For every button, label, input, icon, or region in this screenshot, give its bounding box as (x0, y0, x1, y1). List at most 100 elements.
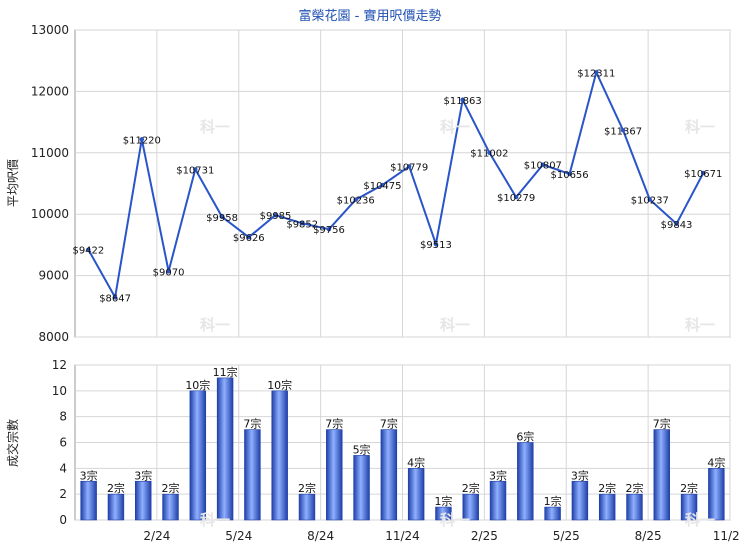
price-point (139, 137, 145, 142)
volume-x-tick-label: 11/24 (385, 529, 420, 543)
volume-bar (517, 442, 534, 521)
price-point (647, 197, 652, 202)
price-data-label: $9958 (206, 213, 238, 224)
price-point (460, 97, 465, 103)
volume-bar (135, 480, 152, 521)
volume-bar (107, 493, 125, 521)
price-data-label: $10779 (390, 162, 428, 173)
volume-bar (80, 480, 97, 521)
volume-data-label: 1宗 (434, 494, 452, 508)
volume-bar (435, 506, 452, 521)
volume-data-label: 7宗 (325, 417, 343, 431)
volume-y-tick-label: 12 (52, 358, 67, 372)
volume-x-tick-label: 5/24 (225, 529, 252, 543)
volume-y-tick-label: 0 (59, 513, 67, 527)
price-point (567, 171, 572, 177)
volume-data-label: 2宗 (298, 481, 316, 495)
volume-data-label: 6宗 (516, 430, 534, 444)
watermark-text: 科一 (440, 316, 470, 334)
volume-data-label: 3宗 (489, 468, 507, 482)
volume-bar-panel: 0246810123宗2宗3宗2宗10宗11宗7宗10宗2宗7宗5宗7宗4宗1宗… (52, 358, 740, 543)
price-point (300, 221, 305, 226)
price-data-label: $11002 (470, 149, 508, 160)
watermark-text: 科一 (685, 511, 715, 529)
volume-x-tick-label: 11/25 (713, 529, 740, 543)
price-data-label: $9513 (420, 240, 452, 251)
price-point (513, 194, 519, 200)
volume-bar (462, 493, 479, 521)
volume-y-axis-label: 成交宗數 (5, 419, 20, 467)
price-data-label: $8647 (99, 293, 131, 304)
volume-x-tick-label: 8/25 (635, 529, 662, 543)
price-point (620, 128, 626, 133)
price-point (353, 197, 358, 202)
volume-data-label: 3宗 (134, 468, 152, 482)
volume-bar (216, 377, 234, 521)
watermark-text: 科一 (440, 118, 470, 136)
volume-data-label: 10宗 (185, 378, 210, 392)
price-data-label: $9422 (72, 246, 104, 257)
volume-data-label: 1宗 (544, 494, 562, 508)
volume-bar (680, 493, 698, 521)
volume-bar (380, 429, 398, 521)
price-series-line (87, 69, 705, 301)
price-y-tick-label: 8000 (38, 330, 69, 344)
volume-bar (271, 390, 288, 521)
volume-x-tick-label: 2/25 (471, 529, 498, 543)
volume-bar (244, 429, 261, 521)
price-point (487, 150, 492, 155)
price-y-tick-label: 11000 (31, 146, 69, 160)
volume-data-label: 2宗 (598, 481, 616, 495)
price-point (540, 162, 546, 167)
watermark-text: 科一 (200, 511, 230, 529)
volume-data-label: 10宗 (267, 378, 292, 392)
watermark-text: 科一 (200, 316, 230, 334)
price-y-tick-label: 10000 (31, 207, 69, 221)
volume-y-tick-label: 4 (59, 461, 67, 475)
price-y-tick-label: 9000 (38, 269, 69, 283)
volume-x-tick-label: 2/24 (143, 529, 170, 543)
volume-data-label: 7宗 (380, 417, 398, 431)
chart-title: 富榮花園 - 實用呎價走勢 (299, 8, 442, 24)
price-data-label: $10237 (631, 196, 669, 207)
volume-bar (162, 493, 179, 521)
volume-bar (407, 468, 425, 521)
volume-bar (189, 390, 207, 521)
volume-data-label: 7宗 (243, 417, 261, 431)
price-data-label: $10731 (176, 165, 214, 176)
watermark-text: 科一 (440, 511, 470, 529)
price-point (406, 164, 412, 169)
volume-data-label: 2宗 (162, 481, 180, 495)
volume-bar (598, 493, 616, 521)
price-data-label: $9843 (661, 220, 693, 231)
price-data-label: $10475 (363, 181, 401, 192)
volume-bar (353, 455, 370, 521)
price-y-axis-label: 平均呎價 (6, 159, 20, 207)
price-data-label: $11367 (604, 126, 642, 137)
price-point (112, 295, 118, 300)
price-data-label: $10656 (550, 170, 588, 181)
price-point (594, 70, 599, 75)
price-data-label: $10236 (337, 196, 375, 207)
volume-bar (708, 468, 725, 521)
volume-data-label: 7宗 (653, 417, 671, 431)
volume-x-tick-label: 5/25 (553, 529, 580, 543)
price-data-label: $9070 (153, 267, 185, 278)
price-data-label: $9756 (313, 225, 345, 236)
watermark-text: 科一 (685, 118, 715, 136)
price-data-label: $12311 (577, 68, 615, 79)
volume-data-label: 2宗 (107, 481, 125, 495)
volume-data-label: 2宗 (625, 481, 643, 495)
volume-y-tick-label: 2 (59, 487, 67, 501)
volume-y-tick-label: 6 (59, 436, 67, 450)
price-point (273, 212, 278, 218)
volume-bar (298, 493, 316, 521)
volume-data-label: 5宗 (353, 442, 371, 456)
watermark-text: 科一 (685, 316, 715, 334)
price-point (433, 241, 439, 247)
price-data-label: $9852 (286, 219, 318, 230)
volume-data-label: 3宗 (571, 468, 589, 482)
price-point (246, 234, 251, 240)
price-point (193, 167, 198, 172)
